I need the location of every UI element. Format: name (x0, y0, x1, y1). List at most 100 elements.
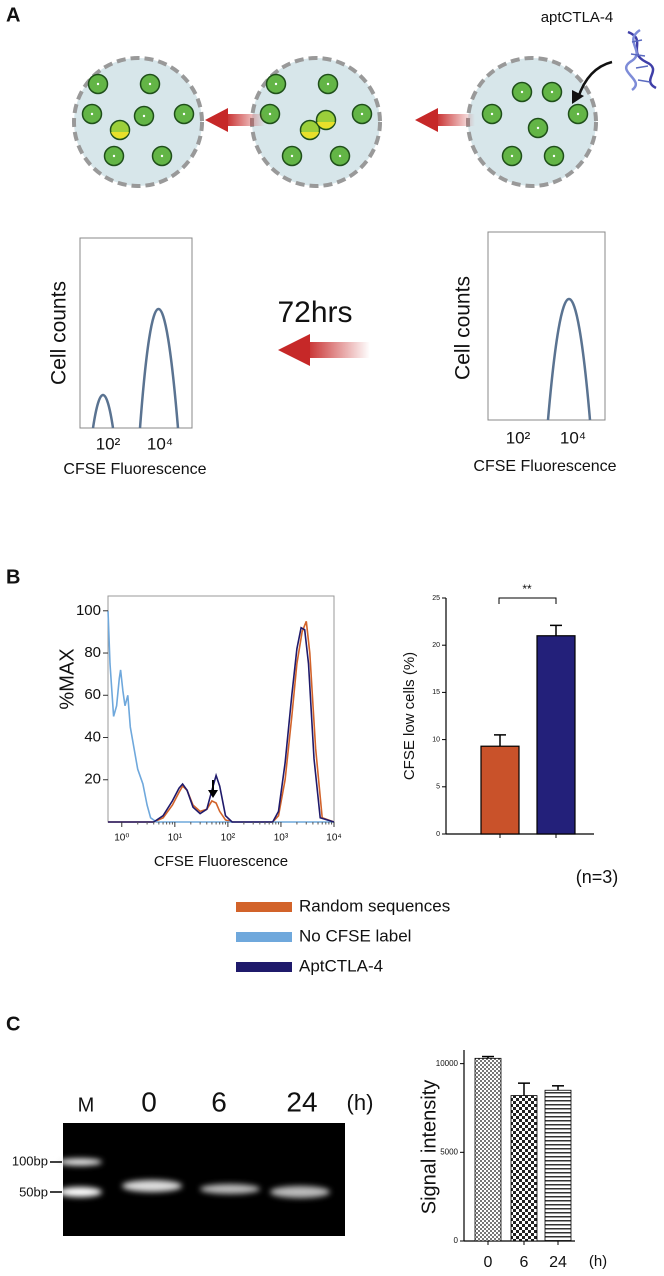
legend-swatch (236, 902, 292, 912)
y-tick-label: 0 (436, 831, 440, 838)
y-tick-label: 10000 (436, 1059, 459, 1068)
cell-nucleus (536, 126, 540, 130)
dividing-cell-half (301, 132, 319, 139)
y-tick-label: 40 (84, 728, 101, 745)
unit-label: (h) (347, 1090, 374, 1115)
duration-label: 72hrs (277, 296, 352, 329)
y-axis-label: Cell counts (48, 281, 71, 385)
y-tick-label: 80 (84, 644, 101, 661)
x-tick-label: 10⁰ (114, 833, 129, 844)
cell-nucleus (576, 112, 580, 116)
marker-label: 100bp (12, 1153, 48, 1168)
cell-nucleus (360, 112, 364, 116)
cell-nucleus (338, 154, 342, 158)
red-arrow (278, 334, 370, 366)
aptamer-label: aptCTLA-4 (541, 9, 614, 26)
cell-nucleus (90, 112, 94, 116)
cell-nucleus (268, 112, 272, 116)
cell-nucleus (182, 112, 186, 116)
cell-nucleus (510, 154, 514, 158)
lane-label: 0 (141, 1086, 157, 1117)
cell-nucleus (142, 114, 146, 118)
y-axis-label: %MAX (56, 648, 78, 709)
gel-image (63, 1123, 345, 1236)
y-tick-label: 15 (432, 689, 440, 696)
cell-dishes (72, 56, 598, 188)
x-axis-label: CFSE Fluorescence (154, 853, 288, 870)
bar (480, 745, 520, 835)
significance-bracket (498, 597, 557, 604)
y-tick-label: 5000 (440, 1147, 458, 1156)
binding-arrow-head (572, 90, 584, 104)
histogram-frame (79, 237, 193, 429)
binding-arrow (576, 60, 613, 99)
x-axis-label: CFSE Fluorescence (473, 458, 616, 475)
legend-label: AptCTLA-4 (299, 956, 383, 975)
dividing-cell-half (111, 132, 129, 139)
x-tick-label: 10² (96, 434, 121, 453)
legend-swatch (236, 962, 292, 972)
bar (474, 1057, 502, 1242)
x-tick-label: 10³ (274, 833, 289, 844)
annotation-arrow-head (208, 790, 218, 798)
cell-nucleus (274, 82, 278, 86)
x-tick-label: 0 (484, 1254, 493, 1271)
lane-label: 24 (286, 1086, 317, 1117)
cell-nucleus (520, 90, 524, 94)
y-tick-label: 5 (436, 784, 440, 791)
x-axis-label: CFSE Fluorescence (63, 461, 206, 478)
y-tick-label: 25 (432, 595, 440, 602)
cell-nucleus (290, 154, 294, 158)
y-tick-label: 60 (84, 686, 101, 703)
bar (510, 1095, 538, 1242)
cell-nucleus (112, 154, 116, 158)
cell-nucleus (490, 112, 494, 116)
y-tick-label: 10 (432, 736, 440, 743)
series-line (108, 626, 335, 823)
red-arrow (205, 108, 475, 132)
histogram-curve (546, 298, 592, 421)
sample-size: (n=3) (576, 867, 619, 887)
x-tick-label: 10⁴ (147, 434, 173, 453)
marker-label: 50bp (19, 1184, 48, 1199)
panel-label: A (6, 4, 20, 26)
x-tick-label: 24 (549, 1254, 567, 1271)
histogram-frame (487, 231, 606, 421)
gel-bands (58, 1158, 330, 1198)
x-tick-label: 10² (506, 428, 531, 447)
series-line (108, 621, 335, 823)
x-tick-label: 10¹ (168, 833, 183, 844)
y-tick-label: 20 (432, 642, 440, 649)
cell-nucleus (160, 154, 164, 158)
legend-label: No CFSE label (299, 926, 411, 945)
y-tick-label: 20 (84, 771, 101, 788)
legend-label: Random sequences (299, 896, 450, 915)
marker-tick (50, 1161, 62, 1193)
lane-label: 6 (211, 1086, 227, 1117)
aptamer-icon (624, 28, 657, 92)
cell-nucleus (550, 90, 554, 94)
series-line (107, 610, 334, 823)
x-tick-label: 10² (221, 833, 236, 844)
y-axis-label: Cell counts (452, 276, 475, 380)
bar (536, 635, 576, 835)
histogram-curve (91, 308, 180, 429)
x-tick-label: 10⁴ (326, 833, 341, 844)
bar (544, 1089, 572, 1242)
cell-nucleus (96, 82, 100, 86)
y-axis-label: Signal intensity (418, 1080, 440, 1215)
cell-nucleus (326, 82, 330, 86)
y-tick-label: 100 (76, 602, 101, 619)
y-axis-label: CFSE low cells (%) (401, 652, 418, 780)
x-tick-label: 6 (520, 1254, 529, 1271)
x-axis-label: (h) (589, 1253, 607, 1270)
legend-swatch (236, 932, 292, 942)
panel-label: C (6, 1013, 20, 1035)
cell-nucleus (552, 154, 556, 158)
lane-label: M (78, 1094, 95, 1116)
cell-nucleus (148, 82, 152, 86)
y-tick-label: 0 (454, 1236, 459, 1245)
significance-label: ** (522, 582, 532, 596)
